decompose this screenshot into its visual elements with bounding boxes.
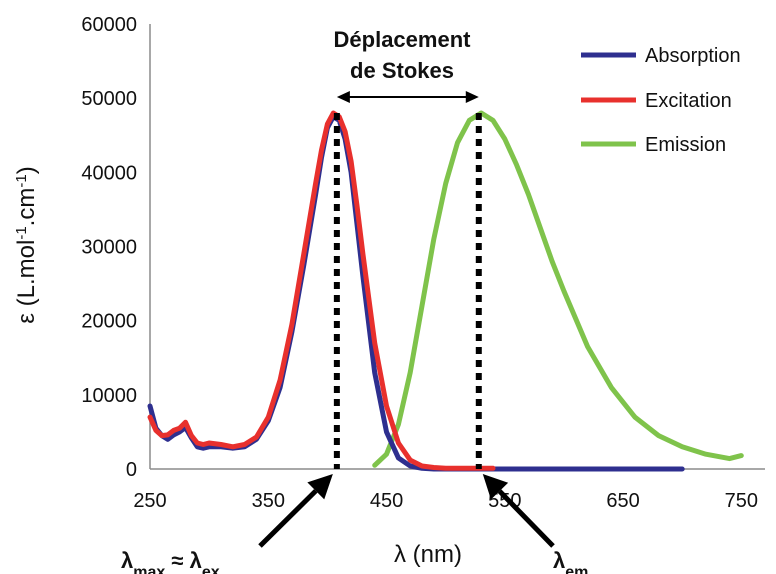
- y-tick-label: 30000: [81, 237, 137, 259]
- lambda-em-arrow-shaft: [497, 489, 555, 548]
- lambda-max-arrow-head: [307, 474, 333, 500]
- y-axis-title-main: ε (L.mol: [13, 240, 40, 324]
- tick-labels: 0 10000 20000 30000 40000 50000 60000 250 350 450…: [81, 14, 758, 512]
- lambda-ex-symbol: λ: [190, 548, 202, 573]
- series-layer: [147, 110, 744, 472]
- approx-symbol: ≈: [165, 548, 189, 573]
- y-axis-title-sup2: -1: [13, 174, 30, 187]
- lambda-em-symbol: λ: [553, 548, 565, 573]
- x-tick-label: 750: [725, 490, 758, 512]
- x-tick-label: 350: [252, 490, 285, 512]
- y-tick-label: 60000: [81, 14, 137, 36]
- x-tick-label: 650: [606, 490, 639, 512]
- stokes-arrow-head-right: [465, 91, 479, 103]
- y-tick-label: 20000: [81, 311, 137, 333]
- series-line-absorption: [147, 114, 685, 472]
- legend: Absorption Excitation Emission: [581, 45, 741, 156]
- lambda-em-arrow-head: [482, 474, 509, 500]
- lambda-max-arrow-shaft: [258, 489, 318, 548]
- y-axis-title-mid: .cm: [13, 188, 40, 227]
- series-line-excitation: [147, 110, 496, 471]
- y-tick-label: 0: [126, 459, 137, 481]
- y-tick-label: 50000: [81, 88, 137, 110]
- legend-label-emission: Emission: [645, 134, 726, 156]
- series-line-emission: [372, 110, 744, 468]
- annotations-layer: [258, 91, 555, 548]
- lambda-ex-sub: ex: [202, 564, 220, 574]
- lambda-em-sub: em: [565, 564, 588, 574]
- stokes-arrow-head-left: [336, 91, 350, 103]
- x-tick-label: 450: [370, 490, 403, 512]
- y-axis-title-sup1: -1: [13, 226, 30, 239]
- y-axis-title-end: ): [13, 166, 40, 174]
- y-axis-title: ε (L.mol-1.cm-1): [13, 166, 41, 323]
- y-tick-label: 40000: [81, 162, 137, 184]
- lambda-max-ex-label: λmax ≈ λex: [121, 548, 220, 574]
- lambda-max-symbol: λ: [121, 548, 133, 573]
- legend-label-excitation: Excitation: [645, 90, 732, 112]
- legend-label-absorption: Absorption: [645, 45, 741, 67]
- x-axis-title: λ (nm): [394, 541, 462, 568]
- y-tick-label: 10000: [81, 385, 137, 407]
- lambda-max-sub: max: [133, 564, 165, 574]
- stokes-label-line2: de Stokes: [350, 58, 454, 83]
- x-tick-label: 250: [133, 490, 166, 512]
- lambda-em-label: λem: [553, 548, 588, 574]
- stokes-label-line1: Déplacement: [334, 27, 472, 52]
